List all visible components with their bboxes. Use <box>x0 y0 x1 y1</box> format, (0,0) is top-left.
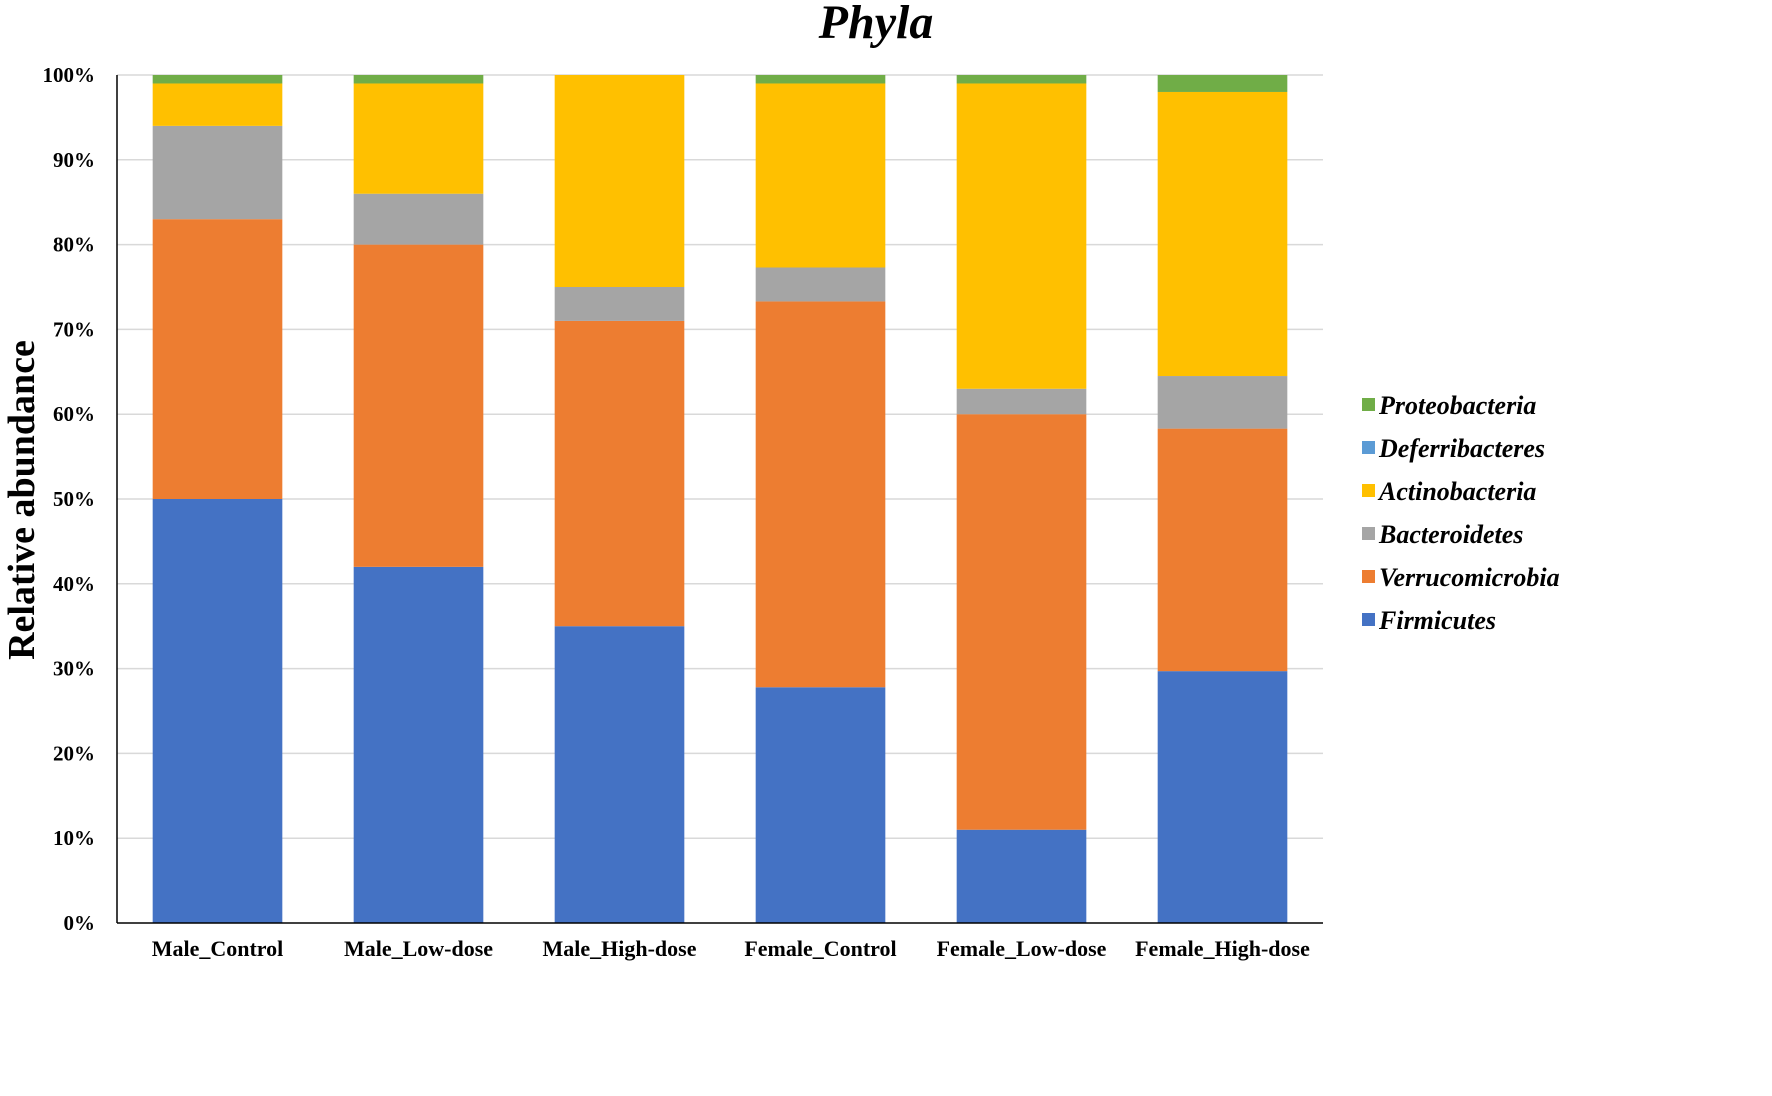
bar-segment-bacteroidetes <box>152 125 283 220</box>
legend-swatch <box>1362 570 1375 583</box>
y-tick-label: 40% <box>53 572 95 596</box>
legend-swatch <box>1362 441 1375 454</box>
bar-segment-verrucomicrobia <box>353 244 484 567</box>
x-tick-label: Female_High-dose <box>1135 936 1310 961</box>
legend-swatch <box>1362 484 1375 497</box>
legend-swatch <box>1362 613 1375 626</box>
bar-segment-proteobacteria <box>755 75 886 84</box>
y-tick-label: 0% <box>64 911 96 935</box>
y-axis-label: Relative abundance <box>1 340 43 660</box>
bar-segment-verrucomicrobia <box>1157 428 1288 672</box>
bar-segment-proteobacteria <box>353 75 484 84</box>
y-tick-label: 50% <box>53 487 95 511</box>
bar-segment-verrucomicrobia <box>554 320 685 627</box>
legend: Proteobacteria Deferribacteres Actinobacte… <box>1362 391 1560 635</box>
bar-segment-actinobacteria <box>152 83 283 126</box>
bar-segment-firmicutes <box>956 829 1087 923</box>
y-tick-labels: 0% 10% 20% 30% 40% 50% 60% 70% 80% 90% 100% <box>43 63 96 935</box>
legend-label: Verrucomicrobia <box>1379 563 1560 592</box>
bar-segment-verrucomicrobia <box>755 301 886 688</box>
bars <box>152 75 1288 923</box>
bar-segment-verrucomicrobia <box>152 219 283 499</box>
legend-label: Deferribacteres <box>1378 434 1545 463</box>
bar-segment-proteobacteria <box>1157 75 1288 92</box>
y-tick-label: 80% <box>53 233 95 257</box>
bar-segment-actinobacteria <box>353 83 484 194</box>
x-tick-label: Male_High-dose <box>543 936 697 961</box>
y-tick-label: 100% <box>43 63 96 87</box>
bar-segment-bacteroidetes <box>1157 376 1288 429</box>
y-tick-label: 60% <box>53 402 95 426</box>
bar-segment-firmicutes <box>353 566 484 923</box>
bar-segment-verrucomicrobia <box>956 414 1087 830</box>
bar-segment-firmicutes <box>554 626 685 923</box>
bar-segment-firmicutes <box>1157 671 1288 923</box>
legend-label: Bacteroidetes <box>1378 520 1523 549</box>
bar-segment-actinobacteria <box>1157 91 1288 377</box>
bar-segment-bacteroidetes <box>353 193 484 245</box>
legend-swatch <box>1362 398 1375 411</box>
x-tick-labels: Male_Control Male_Low-dose Male_High-dose F… <box>152 936 1310 961</box>
bar-segment-firmicutes <box>152 499 283 923</box>
y-tick-label: 70% <box>53 317 95 341</box>
legend-label: Firmicutes <box>1378 606 1496 635</box>
y-tick-label: 30% <box>53 657 95 681</box>
y-tick-label: 20% <box>53 741 95 765</box>
legend-label: Proteobacteria <box>1378 391 1536 420</box>
x-tick-label: Female_Control <box>744 936 896 961</box>
x-tick-label: Male_Control <box>152 936 284 961</box>
x-tick-label: Male_Low-dose <box>344 936 493 961</box>
bar-segment-bacteroidetes <box>554 287 685 321</box>
bar-segment-bacteroidetes <box>755 267 886 302</box>
bar-segment-bacteroidetes <box>956 388 1087 415</box>
legend-swatch <box>1362 527 1375 540</box>
bar-segment-actinobacteria <box>956 83 1087 389</box>
legend-label: Actinobacteria <box>1377 477 1536 506</box>
x-tick-label: Female_Low-dose <box>937 936 1107 961</box>
bar-segment-firmicutes <box>755 687 886 923</box>
y-tick-label: 10% <box>53 826 95 850</box>
axes <box>116 75 1323 924</box>
bar-segment-proteobacteria <box>152 75 283 84</box>
bar-segment-actinobacteria <box>755 83 886 268</box>
bar-segment-proteobacteria <box>956 75 1087 84</box>
chart-title: Phyla <box>818 0 934 49</box>
gridlines <box>117 74 1323 839</box>
y-tick-label: 90% <box>53 148 95 172</box>
bar-segment-actinobacteria <box>554 75 685 287</box>
